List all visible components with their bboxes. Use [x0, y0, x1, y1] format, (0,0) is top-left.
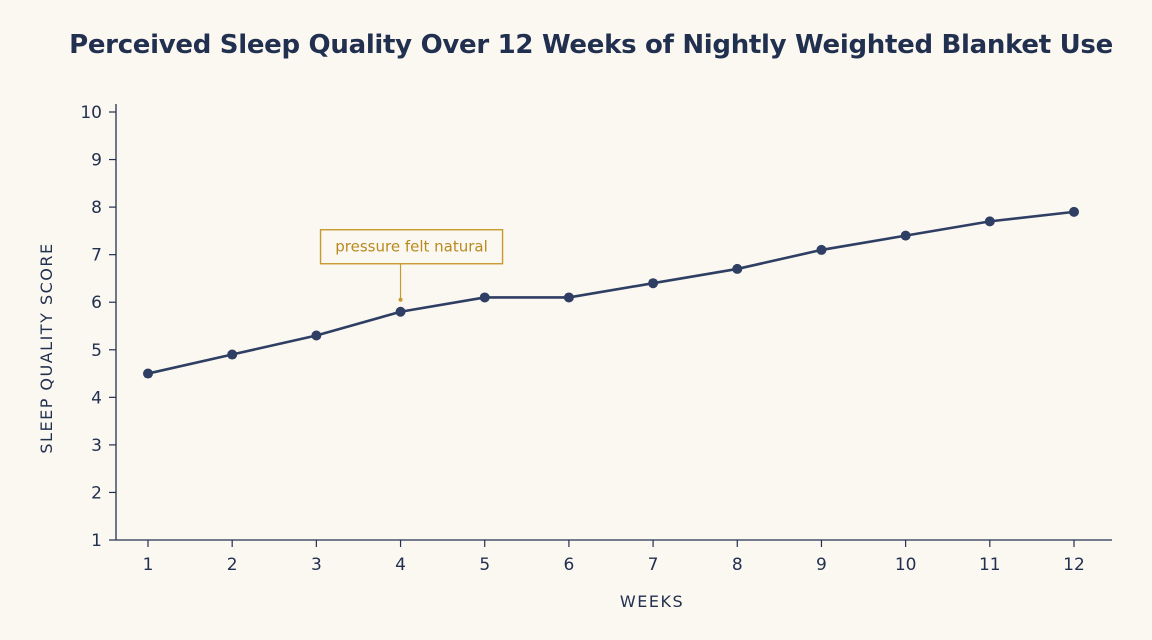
series [143, 206, 1079, 379]
y-tick-label: 6 [91, 293, 102, 313]
data-point [816, 244, 827, 255]
data-point [395, 306, 406, 317]
x-tick-label: 11 [979, 555, 1001, 575]
x-tick-label: 10 [895, 555, 917, 575]
y-axis-title: SLEEP QUALITY SCORE [37, 242, 56, 453]
data-point [479, 292, 490, 303]
data-point [311, 330, 322, 341]
y-tick-label: 5 [91, 341, 102, 361]
annotation-dot [398, 297, 403, 302]
data-point [227, 349, 238, 360]
y-tick-label: 8 [91, 198, 102, 218]
y-tick-label: 2 [91, 483, 102, 503]
series-line [147, 210, 1075, 375]
x-tick-label: 8 [732, 555, 743, 575]
data-point [900, 230, 911, 241]
annotation-text: pressure felt natural [335, 238, 488, 256]
data-point [143, 368, 153, 379]
x-tick-label: 9 [816, 555, 827, 575]
axes [115, 104, 1112, 541]
x-tick-label: 3 [311, 555, 322, 575]
y-tick-label: 4 [91, 388, 102, 408]
y-tick-label: 7 [91, 246, 102, 266]
x-tick-label: 5 [479, 555, 490, 575]
y-tick-label: 1 [91, 531, 102, 551]
data-point [732, 263, 743, 274]
x-tick-label: 2 [227, 555, 238, 575]
data-point [563, 292, 574, 303]
chart-title: Perceived Sleep Quality Over 12 Weeks of… [69, 30, 1113, 60]
y-tick-label: 3 [91, 436, 102, 456]
x-tick-label: 4 [395, 555, 406, 575]
x-ticks: 1 2 3 4 5 6 7 8 9 10 11 12 [143, 540, 1085, 575]
x-tick-label: 1 [143, 555, 154, 575]
data-point [648, 278, 659, 289]
x-axis-title: WEEKS [620, 592, 684, 611]
annotation-box [319, 229, 504, 265]
x-tick-label: 7 [648, 555, 659, 575]
data-point [984, 216, 995, 227]
x-tick-label: 12 [1063, 555, 1085, 575]
x-tick-label: 6 [563, 555, 574, 575]
y-ticks: 1 2 3 4 5 6 7 8 9 10 [80, 103, 116, 551]
y-tick-label: 9 [91, 151, 102, 171]
data-point [1069, 206, 1079, 217]
y-tick-label: 10 [80, 103, 102, 123]
annotations: pressure felt natural [319, 229, 504, 302]
